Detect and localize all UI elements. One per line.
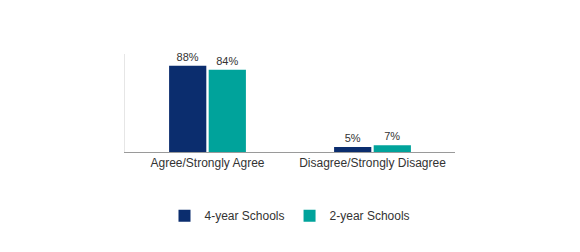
svg-text:4-year Schools: 4-year Schools bbox=[205, 209, 285, 223]
svg-text:84%: 84% bbox=[216, 55, 238, 67]
svg-text:7%: 7% bbox=[384, 130, 400, 142]
svg-text:5%: 5% bbox=[345, 132, 361, 144]
svg-text:Disagree/Strongly Disagree: Disagree/Strongly Disagree bbox=[299, 156, 446, 170]
svg-text:Agree/Strongly Agree: Agree/Strongly Agree bbox=[150, 156, 264, 170]
svg-text:2-year Schools: 2-year Schools bbox=[330, 209, 410, 223]
svg-text:88%: 88% bbox=[177, 51, 199, 63]
